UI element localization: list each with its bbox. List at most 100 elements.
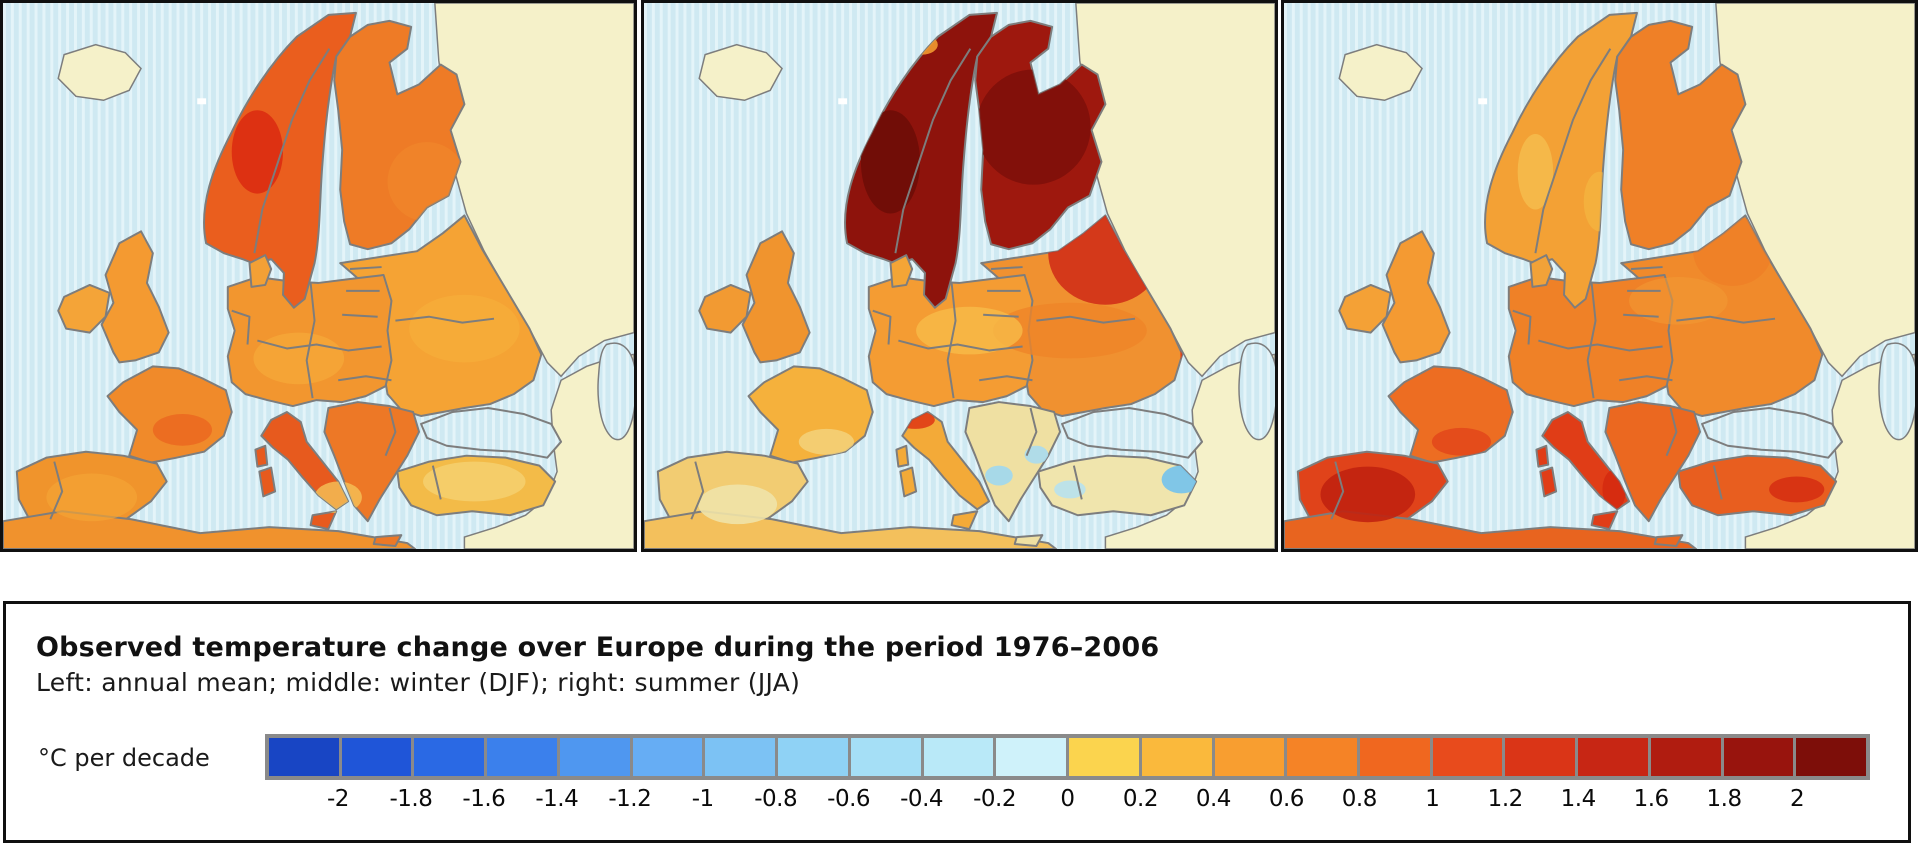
region-black-sea xyxy=(420,407,563,459)
colorbar-cell xyxy=(1214,738,1285,776)
colorbar-cell xyxy=(923,738,994,776)
region-sicily xyxy=(950,510,979,531)
region-ireland xyxy=(57,283,111,334)
country-border xyxy=(384,407,397,457)
country-border xyxy=(231,309,251,345)
figure-subtitle: Left: annual mean; middle: winter (DJF);… xyxy=(36,668,801,697)
map-panel-annual-mean xyxy=(0,0,637,552)
country-border xyxy=(1512,309,1532,345)
map-panel-winter-djf xyxy=(641,0,1278,552)
country-border xyxy=(946,282,957,399)
caspian-sea xyxy=(1878,342,1915,441)
caspian-sea xyxy=(1238,342,1275,441)
anomaly-spot xyxy=(1024,445,1049,464)
colorbar-cell xyxy=(1650,738,1721,776)
colorbar-tick-label: -1 xyxy=(691,786,714,812)
map-svg-summer-jja xyxy=(1284,3,1915,549)
colorbar-cell xyxy=(632,738,703,776)
map-svg-winter-djf xyxy=(644,3,1275,549)
anomaly-spot xyxy=(976,69,1091,185)
colorbar-tick-label: -1.8 xyxy=(389,786,433,812)
country-border xyxy=(342,266,382,318)
colorbar-cell xyxy=(996,738,1067,776)
anomaly-spot xyxy=(985,465,1013,486)
colorbar-cell xyxy=(1796,738,1867,776)
anomaly-spot xyxy=(423,461,526,502)
region-black-sea xyxy=(1061,407,1204,459)
anomaly-spot xyxy=(993,302,1147,359)
region-sicily xyxy=(309,510,338,531)
colorbar-cell xyxy=(1578,738,1648,776)
region-corsica xyxy=(895,444,910,468)
colorbar-cell xyxy=(269,738,339,776)
region-crete xyxy=(372,534,403,548)
colorbar-tick-label: -0.2 xyxy=(973,786,1016,812)
region-corsica xyxy=(254,444,269,468)
country-border xyxy=(395,315,495,324)
country-border xyxy=(983,266,1023,318)
nodata-marker-dot xyxy=(197,98,207,105)
region-sardinia xyxy=(1539,466,1558,498)
country-border xyxy=(979,375,1033,382)
anomaly-spot xyxy=(1517,134,1554,210)
colorbar-cell xyxy=(1141,738,1212,776)
region-italy xyxy=(901,411,991,511)
anomaly-spot xyxy=(916,306,1023,355)
country-border xyxy=(1330,461,1345,520)
region-corsica xyxy=(1535,444,1550,468)
region-sardinia xyxy=(899,466,918,498)
unit-label: °C per decade xyxy=(38,744,210,772)
colorbar-tick-label: -2 xyxy=(326,786,349,812)
colorbar-tick-label: 1 xyxy=(1425,786,1440,812)
colorbar-tick-label: 1.2 xyxy=(1487,786,1524,812)
country-border xyxy=(1586,282,1597,399)
country-border xyxy=(253,48,331,254)
country-border xyxy=(1072,465,1083,500)
country-border xyxy=(431,465,442,500)
nodata-iceland xyxy=(1338,43,1423,102)
colorbar-tick-label: -1.4 xyxy=(535,786,579,812)
anomaly-spot xyxy=(46,473,138,522)
colorbar-cell xyxy=(778,738,848,776)
colorbar-cell xyxy=(414,738,485,776)
colorbar-tick-label: 1.4 xyxy=(1560,786,1597,812)
country-border xyxy=(257,339,382,352)
colorbar xyxy=(265,734,1870,780)
colorbar-tick-label: 0.4 xyxy=(1195,786,1232,812)
country-border xyxy=(1623,266,1663,318)
anomaly-spot xyxy=(1320,466,1416,523)
nodata-marker-dot xyxy=(838,98,848,105)
colorbar-tick-label: -0.8 xyxy=(754,786,798,812)
country-border xyxy=(1036,315,1136,324)
anomaly-spot xyxy=(698,484,778,525)
nodata-marker-dot xyxy=(1478,98,1488,105)
colorbar-tick-row: -2 -1.8 -1.6 -1.4 -1.2 -1 -0.8 -0.6 -0.4 -0.2 0 0.2… xyxy=(265,786,1870,816)
country-border xyxy=(690,461,705,520)
colorbar-tick-label: 2 xyxy=(1789,786,1805,812)
colorbar-cell xyxy=(1723,738,1794,776)
colorbar-cell xyxy=(1069,738,1139,776)
nodata-iceland xyxy=(698,43,783,102)
region-black-sea xyxy=(1701,407,1844,459)
anomaly-spot xyxy=(409,294,520,363)
legend-panel: Observed temperature change over Europe … xyxy=(3,601,1911,843)
region-ireland xyxy=(698,283,752,334)
country-border xyxy=(898,339,1023,352)
colorbar-tick-label: 0.8 xyxy=(1341,786,1378,812)
region-crete xyxy=(1653,534,1684,548)
anomaly-spot xyxy=(152,413,213,446)
region-finland-kola xyxy=(1614,19,1747,251)
region-ireland xyxy=(1338,283,1392,334)
region-denmark xyxy=(889,254,914,288)
colorbar-tick-label: -0.6 xyxy=(827,786,871,812)
country-border xyxy=(1619,375,1673,382)
colorbar-tick-label: -0.4 xyxy=(900,786,944,812)
country-border xyxy=(1025,407,1038,457)
colorbar-cell xyxy=(341,738,412,776)
colorbar-cell xyxy=(559,738,630,776)
colorbar-tick-label: 0 xyxy=(1060,786,1075,812)
region-britain xyxy=(100,230,170,364)
colorbar-tick-label: 0.6 xyxy=(1268,786,1305,812)
country-border xyxy=(305,282,316,399)
